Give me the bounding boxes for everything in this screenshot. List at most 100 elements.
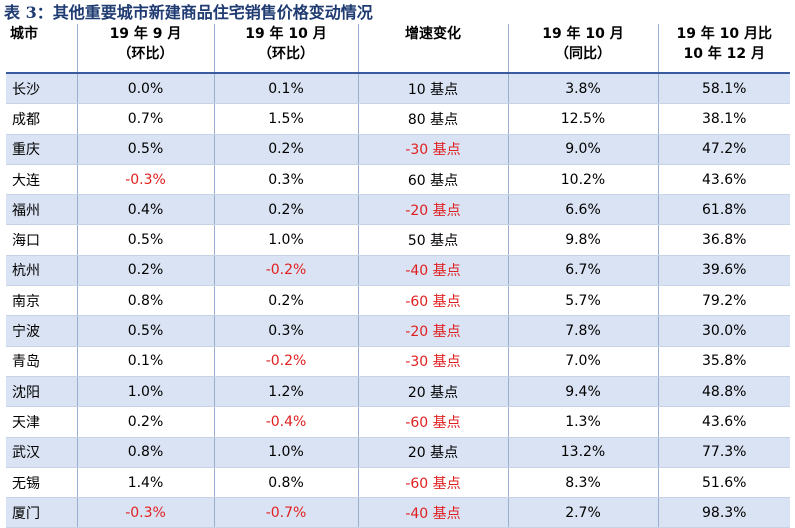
oct-yoy-cell: 10.2% bbox=[507, 164, 658, 196]
oct-yoy-cell: 13.2% bbox=[507, 437, 658, 468]
city-cell: 青岛 bbox=[6, 346, 77, 377]
growth-change-cell: -40 基点 bbox=[357, 497, 508, 528]
header-oct-yoy: 19 年 10 月 （同比） bbox=[507, 24, 658, 74]
table-row: 南京 0.8% 0.2% -60 基点 5.7% 79.2% bbox=[6, 285, 790, 317]
header-city: 城市 bbox=[6, 24, 77, 74]
header-line: 19 年 9 月 bbox=[109, 26, 182, 42]
growth-change-cell: -20 基点 bbox=[357, 315, 508, 347]
oct-yoy-cell: 5.7% bbox=[507, 285, 658, 317]
header-line: （环比） bbox=[117, 46, 174, 62]
vs-2010-dec-cell: 38.1% bbox=[657, 103, 790, 135]
header-line: （同比） bbox=[555, 46, 611, 62]
city-cell: 福州 bbox=[6, 194, 77, 226]
vs-2010-dec-cell: 30.0% bbox=[657, 315, 790, 347]
city-cell: 宁波 bbox=[6, 315, 77, 347]
table-row: 宁波 0.5% 0.3% -20 基点 7.8% 30.0% bbox=[6, 315, 790, 347]
price-change-table: 城市 19 年 9 月 （环比） 19 年 10 月 （环比） 增速变化 19 … bbox=[6, 24, 790, 528]
oct-mom-cell: 1.0% bbox=[213, 437, 358, 468]
sep-mom-cell: 1.0% bbox=[76, 376, 214, 408]
oct-mom-cell: 0.2% bbox=[213, 134, 358, 165]
oct-mom-cell: -0.7% bbox=[213, 497, 358, 528]
vs-2010-dec-cell: 43.6% bbox=[657, 164, 790, 196]
table-row: 天津 0.2% -0.4% -60 基点 1.3% 43.6% bbox=[6, 406, 790, 438]
table-row: 重庆 0.5% 0.2% -30 基点 9.0% 47.2% bbox=[6, 134, 790, 165]
header-line: 19 年 10 月比 bbox=[676, 26, 773, 42]
sep-mom-cell: 0.4% bbox=[76, 194, 214, 226]
table-title: 表 3：其他重要城市新建商品住宅销售价格变动情况 bbox=[4, 3, 373, 22]
growth-change-cell: -40 基点 bbox=[357, 255, 508, 287]
growth-change-cell: 10 基点 bbox=[357, 73, 508, 105]
vs-2010-dec-cell: 39.6% bbox=[657, 255, 790, 287]
sep-mom-cell: 0.8% bbox=[76, 285, 214, 317]
growth-change-cell: 80 基点 bbox=[357, 103, 508, 135]
city-cell: 成都 bbox=[6, 103, 77, 135]
oct-yoy-cell: 9.4% bbox=[507, 376, 658, 408]
oct-mom-cell: 0.3% bbox=[213, 164, 358, 196]
header-oct-vs-2010-dec: 19 年 10 月比 10 年 12 月 bbox=[657, 24, 790, 74]
header-line: 19 年 10 月 bbox=[245, 26, 327, 42]
city-cell: 杭州 bbox=[6, 255, 77, 287]
city-cell: 南京 bbox=[6, 285, 77, 317]
oct-mom-cell: -0.2% bbox=[213, 346, 358, 377]
header-line: 增速变化 bbox=[405, 26, 461, 42]
header-line: 19 年 10 月 bbox=[542, 26, 624, 42]
oct-yoy-cell: 9.8% bbox=[507, 224, 658, 256]
oct-mom-cell: 1.0% bbox=[213, 224, 358, 256]
growth-change-cell: -30 基点 bbox=[357, 346, 508, 377]
oct-yoy-cell: 6.7% bbox=[507, 255, 658, 287]
growth-change-cell: 50 基点 bbox=[357, 224, 508, 256]
vs-2010-dec-cell: 98.3% bbox=[657, 497, 790, 528]
growth-change-cell: 60 基点 bbox=[357, 164, 508, 196]
city-cell: 厦门 bbox=[6, 497, 77, 528]
oct-mom-cell: -0.4% bbox=[213, 406, 358, 438]
growth-change-cell: -30 基点 bbox=[357, 134, 508, 165]
oct-mom-cell: 0.8% bbox=[213, 467, 358, 499]
growth-change-cell: -60 基点 bbox=[357, 406, 508, 438]
sep-mom-cell: 0.5% bbox=[76, 224, 214, 256]
header-sep-mom: 19 年 9 月 （环比） bbox=[76, 24, 214, 74]
sep-mom-cell: 0.5% bbox=[76, 315, 214, 347]
oct-yoy-cell: 2.7% bbox=[507, 497, 658, 528]
header-oct-mom: 19 年 10 月 （环比） bbox=[213, 24, 358, 74]
header-growth-change: 增速变化 bbox=[357, 24, 508, 74]
oct-yoy-cell: 6.6% bbox=[507, 194, 658, 226]
oct-yoy-cell: 7.0% bbox=[507, 346, 658, 377]
sep-mom-cell: 0.2% bbox=[76, 406, 214, 438]
sep-mom-cell: -0.3% bbox=[76, 164, 214, 196]
growth-change-cell: -60 基点 bbox=[357, 285, 508, 317]
table-row: 海口 0.5% 1.0% 50 基点 9.8% 36.8% bbox=[6, 224, 790, 256]
city-cell: 沈阳 bbox=[6, 376, 77, 408]
growth-change-cell: -60 基点 bbox=[357, 467, 508, 499]
table-row: 杭州 0.2% -0.2% -40 基点 6.7% 39.6% bbox=[6, 255, 790, 287]
oct-mom-cell: 0.1% bbox=[213, 73, 358, 105]
table-row: 武汉 0.8% 1.0% 20 基点 13.2% 77.3% bbox=[6, 437, 790, 468]
table-row: 福州 0.4% 0.2% -20 基点 6.6% 61.8% bbox=[6, 194, 790, 226]
vs-2010-dec-cell: 35.8% bbox=[657, 346, 790, 377]
table-row: 长沙 0.0% 0.1% 10 基点 3.8% 58.1% bbox=[6, 73, 790, 105]
city-cell: 天津 bbox=[6, 406, 77, 438]
sep-mom-cell: 0.0% bbox=[76, 73, 214, 105]
vs-2010-dec-cell: 79.2% bbox=[657, 285, 790, 317]
oct-mom-cell: -0.2% bbox=[213, 255, 358, 287]
vs-2010-dec-cell: 48.8% bbox=[657, 376, 790, 408]
vs-2010-dec-cell: 61.8% bbox=[657, 194, 790, 226]
oct-yoy-cell: 7.8% bbox=[507, 315, 658, 347]
sep-mom-cell: 1.4% bbox=[76, 467, 214, 499]
table-row: 青岛 0.1% -0.2% -30 基点 7.0% 35.8% bbox=[6, 346, 790, 377]
header-line: 城市 bbox=[10, 26, 38, 42]
sep-mom-cell: 0.5% bbox=[76, 134, 214, 165]
vs-2010-dec-cell: 77.3% bbox=[657, 437, 790, 468]
vs-2010-dec-cell: 51.6% bbox=[657, 467, 790, 499]
oct-yoy-cell: 1.3% bbox=[507, 406, 658, 438]
oct-yoy-cell: 8.3% bbox=[507, 467, 658, 499]
table-row: 大连 -0.3% 0.3% 60 基点 10.2% 43.6% bbox=[6, 164, 790, 196]
vs-2010-dec-cell: 43.6% bbox=[657, 406, 790, 438]
city-cell: 海口 bbox=[6, 224, 77, 256]
sep-mom-cell: 0.8% bbox=[76, 437, 214, 468]
oct-yoy-cell: 9.0% bbox=[507, 134, 658, 165]
vs-2010-dec-cell: 47.2% bbox=[657, 134, 790, 165]
oct-mom-cell: 0.2% bbox=[213, 285, 358, 317]
vs-2010-dec-cell: 58.1% bbox=[657, 73, 790, 105]
oct-yoy-cell: 12.5% bbox=[507, 103, 658, 135]
sep-mom-cell: 0.7% bbox=[76, 103, 214, 135]
